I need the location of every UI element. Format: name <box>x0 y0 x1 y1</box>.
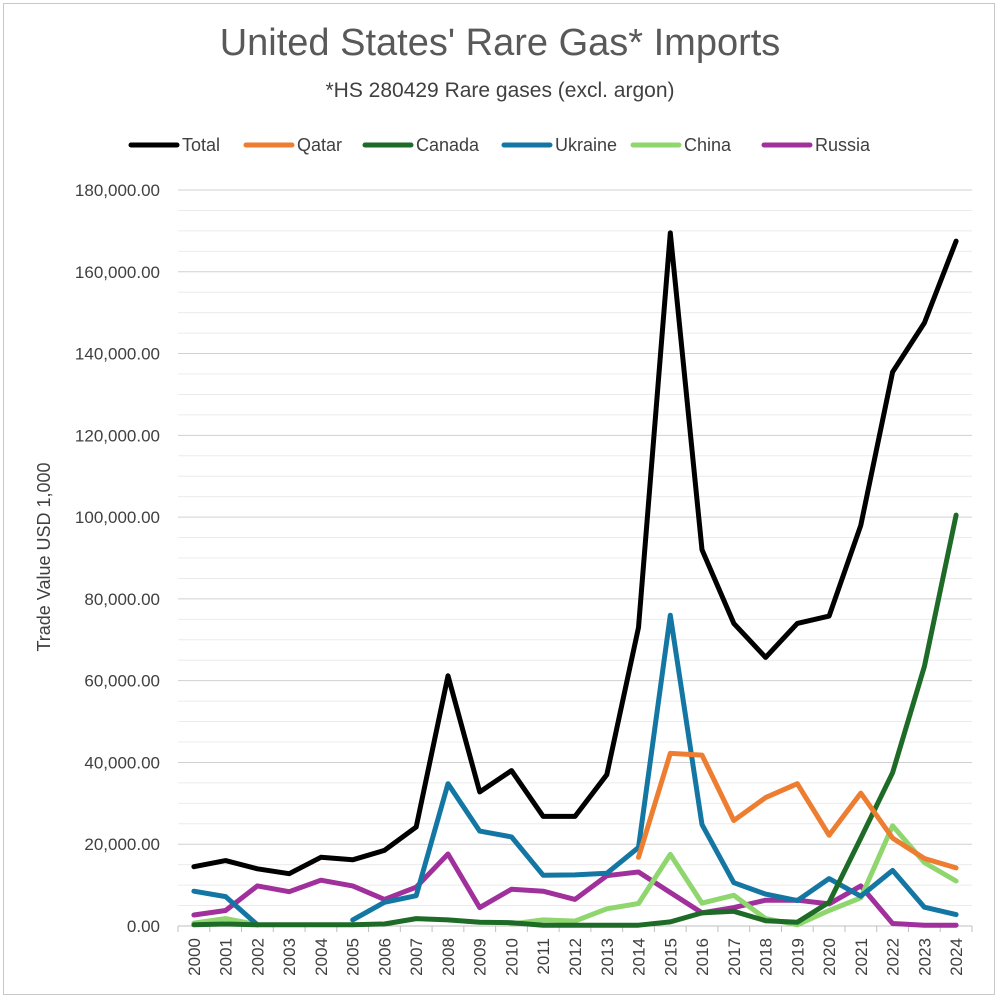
legend-label-canada: Canada <box>416 135 480 155</box>
gridlines <box>178 189 972 927</box>
series-line-total <box>191 230 959 877</box>
y-tick-label: 40,000.00 <box>84 753 160 772</box>
x-tick-label: 2024 <box>947 938 966 976</box>
y-tick-label: 180,000.00 <box>75 181 160 200</box>
x-tick-label: 2017 <box>725 938 744 976</box>
x-tick-label: 2009 <box>471 938 490 976</box>
chart-frame <box>3 3 995 995</box>
x-tick-label: 2008 <box>439 938 458 976</box>
x-tick-label: 2003 <box>280 938 299 976</box>
x-tick-label: 2012 <box>566 938 585 976</box>
y-tick-label: 100,000.00 <box>75 508 160 527</box>
y-tick-label: 160,000.00 <box>75 263 160 282</box>
x-tick-label: 2022 <box>884 938 903 976</box>
y-tick-label: 120,000.00 <box>75 426 160 445</box>
legend: Total Qatar Canada Ukraine China Russia <box>128 135 871 155</box>
x-tick-label: 2000 <box>185 938 204 976</box>
series-lines <box>191 230 959 928</box>
x-tick-label: 2010 <box>502 938 521 976</box>
x-tick-label: 2014 <box>630 938 649 976</box>
series-line-ukraine <box>191 612 959 928</box>
chart-subtitle: *HS 280429 Rare gases (excl. argon) <box>325 79 675 102</box>
y-tick-label: 0.00 <box>127 917 160 936</box>
x-tick-label: 2016 <box>693 938 712 976</box>
legend-label-ukraine: Ukraine <box>555 135 617 155</box>
x-tick-label: 2004 <box>312 938 331 976</box>
y-tick-label: 60,000.00 <box>84 672 160 691</box>
legend-label-china: China <box>684 135 732 155</box>
x-tick-label: 2015 <box>661 938 680 976</box>
y-tick-label: 20,000.00 <box>84 835 160 854</box>
series-line-qatar <box>636 750 959 871</box>
y-tick-label: 140,000.00 <box>75 345 160 364</box>
y-axis-ticks: 0.00 20,000.00 40,000.00 60,000.00 80,000.00… <box>75 181 160 936</box>
legend-label-total: Total <box>182 135 220 155</box>
x-axis-ticks: 2000 2001 2002 2003 2004 2005 2006 2007 2008 2009… <box>177 926 973 976</box>
y-tick-label: 80,000.00 <box>84 590 160 609</box>
x-tick-label: 2023 <box>915 938 934 976</box>
x-tick-label: 2006 <box>375 938 394 976</box>
x-tick-label: 2013 <box>598 938 617 976</box>
x-tick-label: 2011 <box>534 938 553 975</box>
series-line-canada <box>191 512 959 928</box>
chart-title: United States' Rare Gas* Imports <box>219 22 781 64</box>
x-tick-label: 2007 <box>407 938 426 976</box>
legend-label-qatar: Qatar <box>297 135 342 155</box>
x-tick-label: 2001 <box>217 938 236 976</box>
x-tick-label: 2020 <box>820 938 839 976</box>
x-tick-label: 2018 <box>757 938 776 976</box>
x-tick-label: 2019 <box>788 938 807 976</box>
x-tick-label: 2021 <box>852 938 871 976</box>
y-axis-label: Trade Value USD 1,000 <box>34 462 54 651</box>
x-tick-label: 2002 <box>248 938 267 976</box>
x-tick-label: 2005 <box>344 938 363 976</box>
legend-label-russia: Russia <box>815 135 871 155</box>
